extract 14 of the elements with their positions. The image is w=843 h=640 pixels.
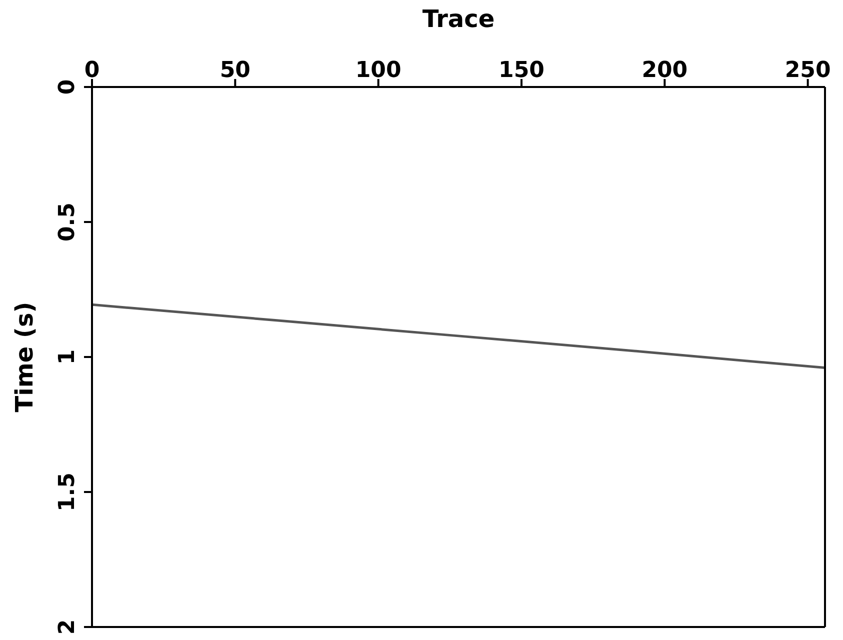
y-axis-title: Time (s) <box>10 302 39 412</box>
x-tick-label: 250 <box>784 58 831 83</box>
x-tick-label: 100 <box>355 58 402 83</box>
y-tick-label: 1.5 <box>55 472 80 512</box>
x-tick-label: 200 <box>642 58 688 83</box>
y-tick-label: 0 <box>55 79 80 95</box>
x-tick-label: 50 <box>220 58 250 83</box>
x-tick-label: 0 <box>84 58 100 83</box>
x-tick-label: 150 <box>498 58 544 83</box>
line-series <box>92 303 825 370</box>
x-axis-title: Trace <box>422 5 495 34</box>
y-tick-label: 2 <box>55 619 80 635</box>
y-tick-label: 0.5 <box>55 202 80 242</box>
y-tick-label: 1 <box>55 349 80 365</box>
